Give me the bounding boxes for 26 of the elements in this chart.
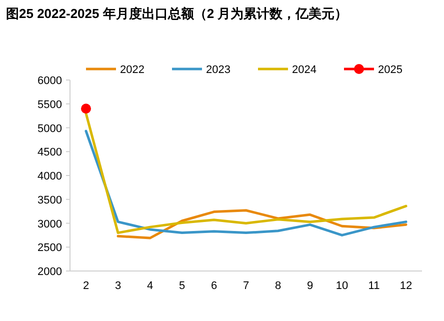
- legend-label: 2023: [206, 64, 230, 76]
- x-tick-label: 9: [306, 280, 314, 292]
- x-tick-label: 11: [368, 280, 380, 292]
- legend-label: 2022: [120, 64, 144, 76]
- x-tick-label: 4: [146, 280, 154, 292]
- x-tick-label: 6: [210, 280, 218, 292]
- y-tick-label: 5500: [38, 98, 62, 111]
- legend-label: 2025: [378, 64, 402, 76]
- x-tick-label: 8: [274, 280, 282, 292]
- legend-label: 2024: [292, 64, 316, 76]
- x-tick-label: 3: [114, 280, 122, 292]
- y-tick-label: 5000: [38, 122, 62, 135]
- x-tick-label: 2: [82, 280, 90, 292]
- y-tick-label: 4000: [38, 170, 62, 182]
- x-tick-label: 5: [178, 280, 186, 292]
- title: 图25 2022-2025 年月度出口总额（2 月为累计数，亿美元）: [6, 6, 348, 21]
- y-tick-label: 2500: [38, 242, 62, 254]
- x-tick-label: 7: [242, 280, 250, 292]
- y-tick-label: 4500: [38, 146, 62, 159]
- y-tick-label: 3500: [38, 194, 62, 206]
- x-tick-label: 12: [400, 280, 412, 292]
- y-tick-label: 2000: [38, 266, 62, 278]
- y-tick-label: 3000: [38, 218, 62, 230]
- y-tick-label: 6000: [38, 75, 62, 87]
- x-tick-label: 10: [336, 280, 348, 292]
- line-series: [84, 130, 408, 236]
